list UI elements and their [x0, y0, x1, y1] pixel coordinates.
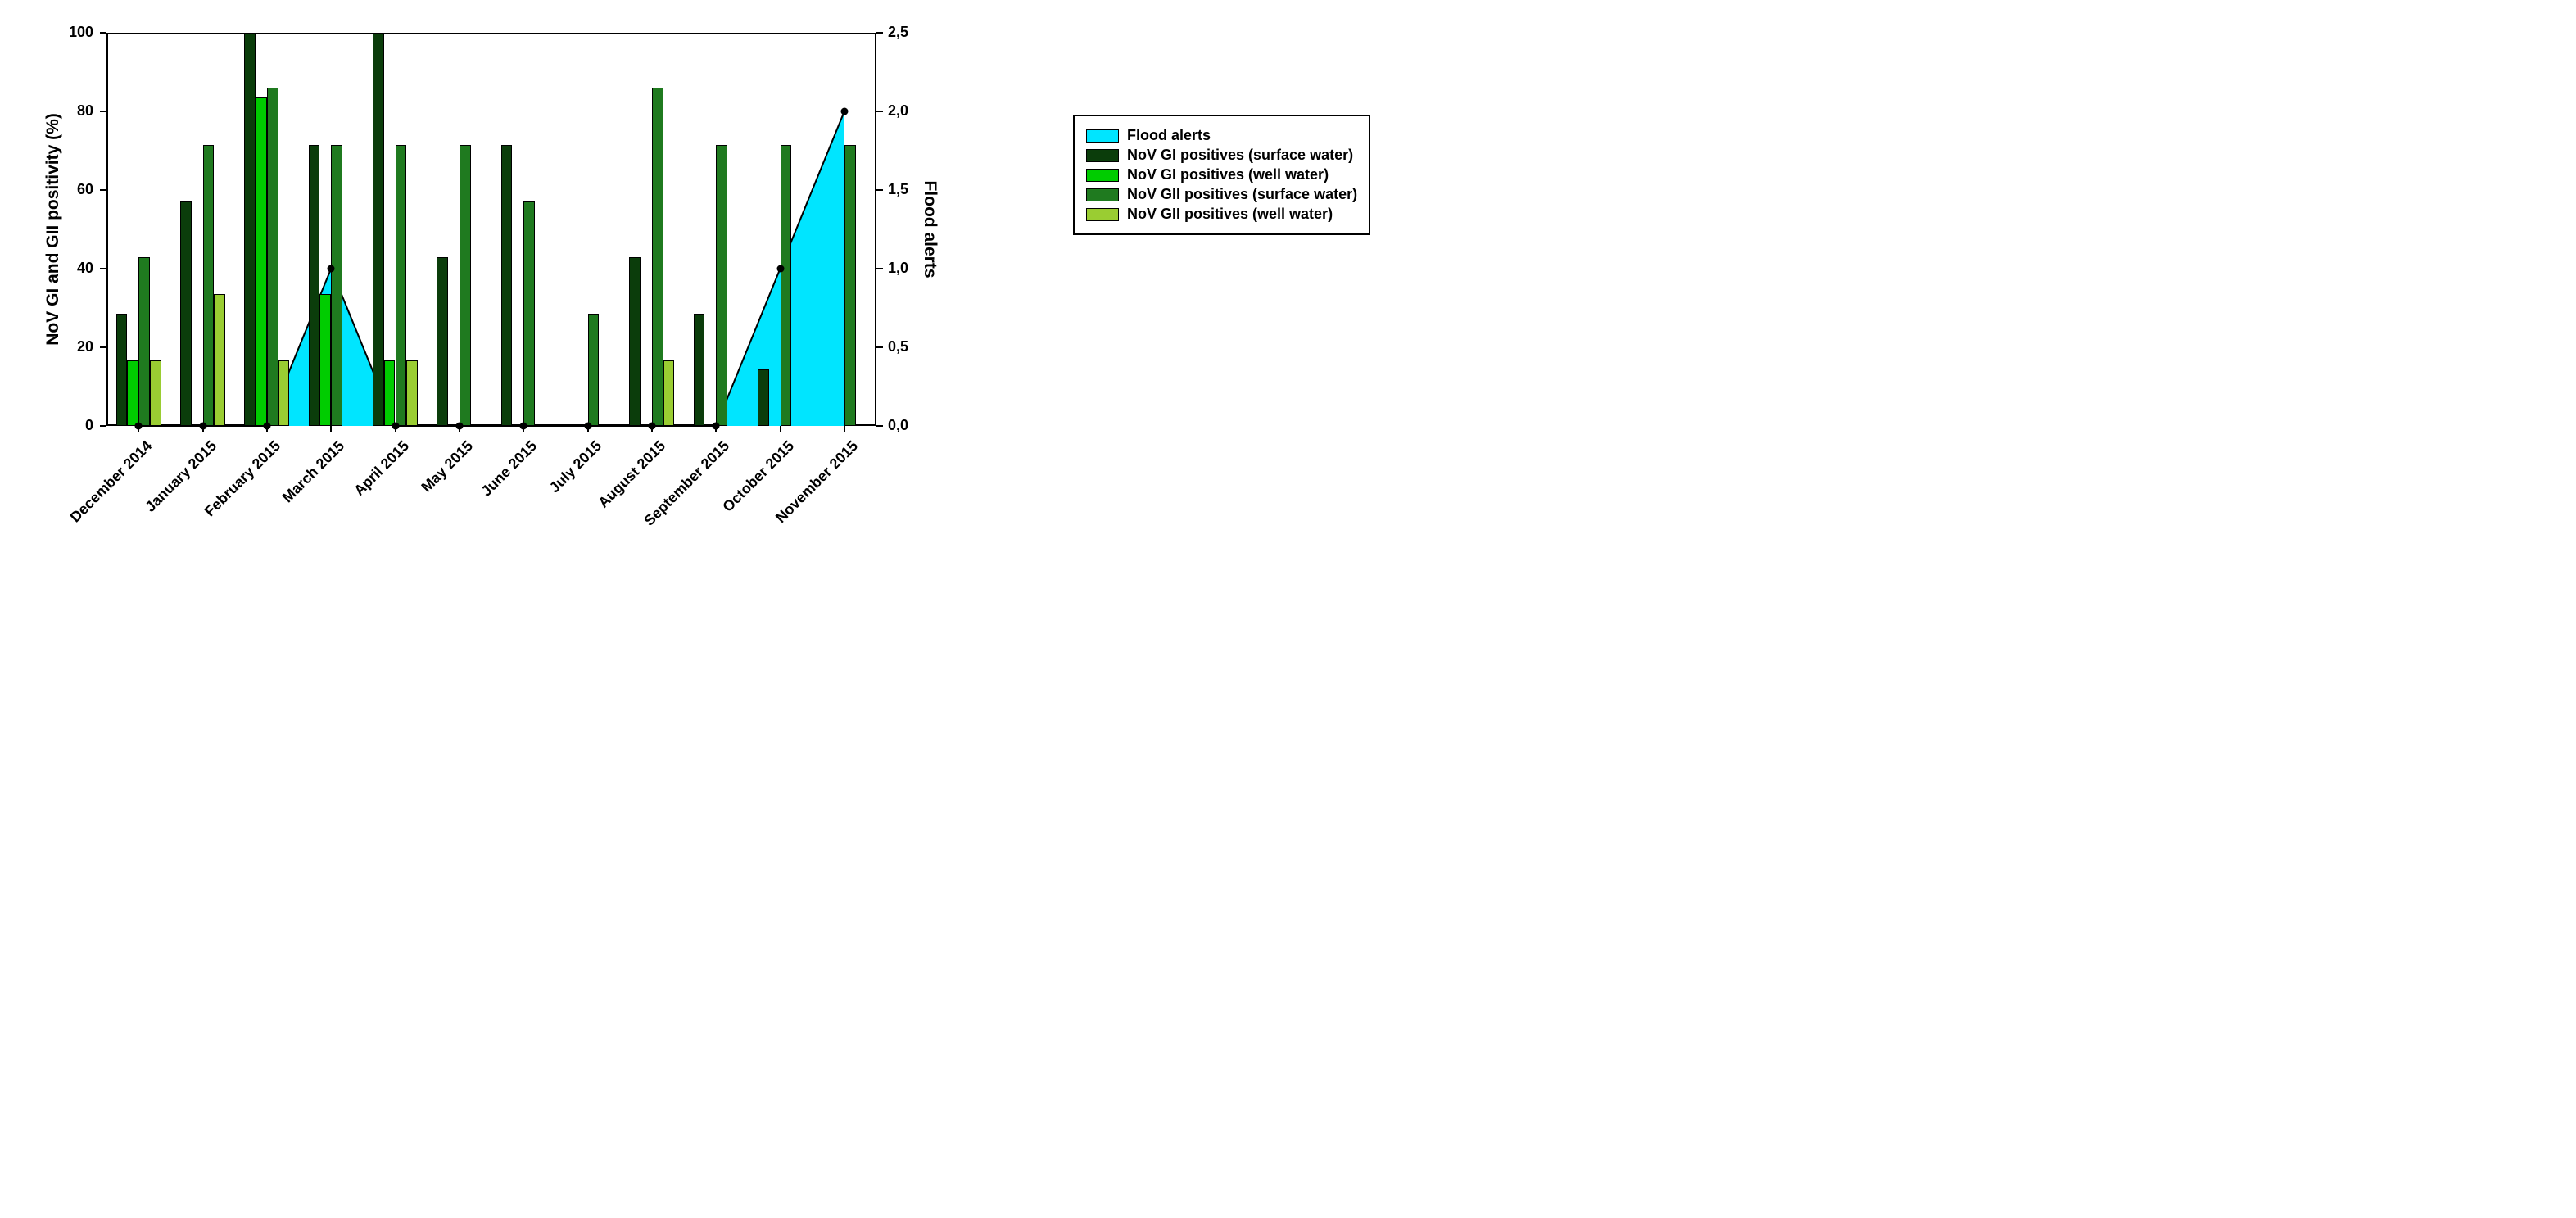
bar-gii_well — [663, 360, 675, 426]
bar-gii_surface — [396, 145, 407, 426]
bar-gii_surface — [844, 145, 856, 426]
y-right-tickmark — [876, 111, 883, 112]
bar-gi_surface — [309, 145, 320, 426]
flood-marker — [840, 108, 848, 115]
legend-swatch — [1086, 149, 1119, 162]
bar-gii_surface — [267, 88, 278, 426]
bar-gii_surface — [652, 88, 663, 426]
bar-gi_surface — [180, 201, 192, 426]
bar-gi_well — [127, 360, 138, 426]
legend-swatch — [1086, 129, 1119, 143]
bar-gii_surface — [781, 145, 792, 426]
positivity-flood-chart: 0204060801000,00,51,01,52,02,5NoV GI and… — [16, 16, 1040, 623]
y-left-tickmark — [100, 32, 106, 34]
bar-gii_surface — [331, 145, 342, 426]
y-right-tick: 1,0 — [888, 260, 908, 277]
y-right-tick: 2,5 — [888, 24, 908, 41]
y-right-tickmark — [876, 32, 883, 34]
y-right-tick: 1,5 — [888, 181, 908, 198]
y-right-tick: 0,5 — [888, 338, 908, 355]
x-tickmark — [202, 426, 204, 432]
y-right-tickmark — [876, 189, 883, 191]
bar-gi_surface — [629, 257, 641, 426]
legend-label: NoV GI positives (surface water) — [1127, 147, 1353, 164]
x-tickmark — [395, 426, 396, 432]
flood-marker — [328, 265, 335, 273]
legend-swatch — [1086, 169, 1119, 182]
bar-gi_surface — [437, 257, 448, 426]
bar-gi_surface — [116, 314, 128, 426]
legend: Flood alerts NoV GI positives (surface wa… — [1073, 115, 1370, 235]
bar-gii_surface — [460, 145, 471, 426]
y-right-label: Flood alerts — [920, 139, 939, 319]
legend-item-gi_surface: NoV GI positives (surface water) — [1086, 147, 1357, 164]
y-left-tickmark — [100, 268, 106, 269]
bar-gi_surface — [501, 145, 513, 426]
y-right-tick: 2,0 — [888, 102, 908, 120]
bar-gii_well — [278, 360, 290, 426]
y-left-tickmark — [100, 111, 106, 112]
legend-label: Flood alerts — [1127, 127, 1211, 144]
bar-gii_surface — [588, 314, 600, 426]
y-left-tickmark — [100, 189, 106, 191]
legend-item-gii_surface: NoV GII positives (surface water) — [1086, 186, 1357, 203]
x-tickmark — [780, 426, 781, 432]
y-left-tickmark — [100, 425, 106, 427]
x-tickmark — [523, 426, 524, 432]
bar-gii_surface — [716, 145, 727, 426]
bar-gii_well — [406, 360, 418, 426]
flood-marker — [776, 265, 784, 273]
x-tickmark — [266, 426, 268, 432]
x-tickmark — [587, 426, 589, 432]
bar-gii_well — [214, 294, 225, 426]
bar-gi_surface — [244, 33, 256, 426]
legend-item-flood: Flood alerts — [1086, 127, 1357, 144]
bar-gii_surface — [523, 201, 535, 426]
x-tickmark — [715, 426, 717, 432]
x-tickmark — [651, 426, 653, 432]
legend-swatch — [1086, 208, 1119, 221]
legend-item-gi_well: NoV GI positives (well water) — [1086, 166, 1357, 183]
legend-swatch — [1086, 188, 1119, 201]
y-left-label: NoV GI and GII positivity (%) — [43, 98, 63, 360]
bar-gii_surface — [203, 145, 215, 426]
y-left-tick: 0 — [16, 417, 93, 434]
y-right-tick: 0,0 — [888, 417, 908, 434]
bar-gi_surface — [694, 314, 705, 426]
legend-label: NoV GII positives (surface water) — [1127, 186, 1357, 203]
legend-label: NoV GII positives (well water) — [1127, 206, 1333, 223]
bar-gi_well — [256, 97, 267, 426]
bar-gi_surface — [758, 369, 769, 426]
legend-item-gii_well: NoV GII positives (well water) — [1086, 206, 1357, 223]
x-tickmark — [138, 426, 139, 432]
x-tickmark — [459, 426, 460, 432]
y-right-tickmark — [876, 346, 883, 348]
bar-gi_well — [319, 294, 331, 426]
y-left-tick: 100 — [16, 24, 93, 41]
bar-gii_surface — [138, 257, 150, 426]
bar-gi_well — [384, 360, 396, 426]
legend-label: NoV GI positives (well water) — [1127, 166, 1329, 183]
bar-gii_well — [150, 360, 161, 426]
y-left-tickmark — [100, 346, 106, 348]
bar-gi_surface — [373, 33, 384, 426]
y-right-tickmark — [876, 425, 883, 427]
x-tickmark — [330, 426, 332, 432]
y-right-tickmark — [876, 268, 883, 269]
x-tickmark — [844, 426, 845, 432]
